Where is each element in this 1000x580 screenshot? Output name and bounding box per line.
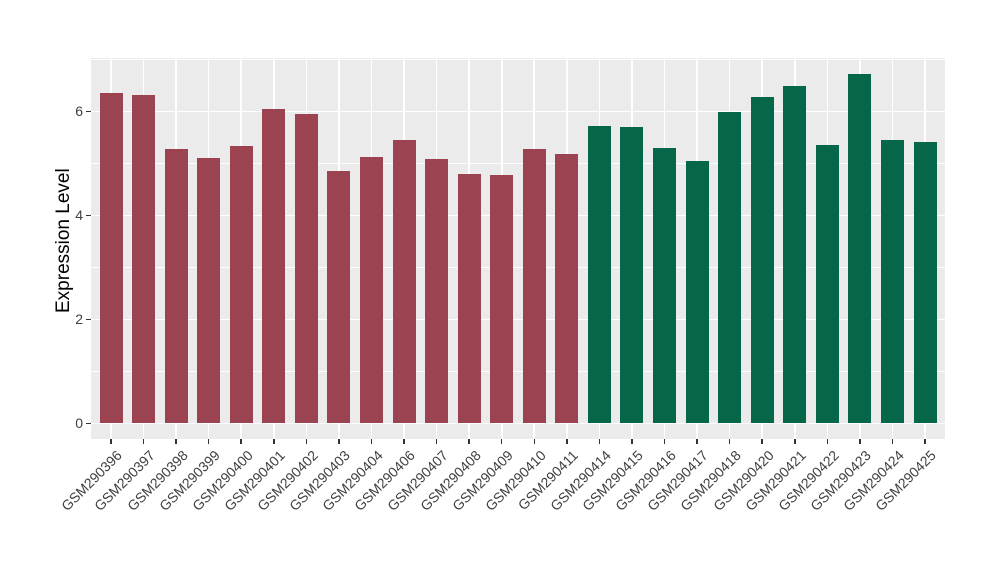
y-tick-mark-6 <box>86 110 91 113</box>
x-tick-mark-GSM290400 <box>240 439 242 444</box>
x-tick-mark-GSM290424 <box>891 439 894 444</box>
bar-GSM290425 <box>913 141 937 424</box>
x-tick-mark-GSM290414 <box>598 439 601 444</box>
bar-GSM290421 <box>783 86 807 424</box>
gridline-major-y4 <box>91 214 945 217</box>
x-tick-mark-GSM290408 <box>468 439 470 444</box>
bar-GSM290403 <box>327 170 351 424</box>
x-tick-mark-GSM290422 <box>826 439 829 444</box>
x-tick-mark-GSM290401 <box>273 439 275 444</box>
x-tick-mark-GSM290407 <box>435 439 438 444</box>
y-tick-label-6: 6 <box>75 103 83 119</box>
y-tick-label-4: 4 <box>75 207 83 223</box>
x-tick-mark-GSM290415 <box>631 439 633 444</box>
bar-GSM290402 <box>294 114 318 424</box>
bar-GSM290396 <box>99 93 123 424</box>
bar-GSM290410 <box>522 149 546 424</box>
gridline-minor-y5 <box>91 163 945 164</box>
bar-GSM290414 <box>587 125 611 424</box>
x-tick-mark-GSM290416 <box>663 439 666 444</box>
x-tick-mark-GSM290396 <box>110 439 112 444</box>
bar-GSM290418 <box>718 112 742 424</box>
y-tick-mark-0 <box>86 422 91 425</box>
bar-GSM290424 <box>880 140 904 424</box>
x-tick-mark-GSM290398 <box>175 439 177 444</box>
plot-panel <box>91 58 945 439</box>
x-tick-mark-GSM290406 <box>403 439 405 444</box>
gridline-major-y0 <box>91 422 945 425</box>
bar-GSM290423 <box>848 74 872 424</box>
bar-GSM290411 <box>555 154 579 424</box>
y-tick-label-2: 2 <box>75 311 83 327</box>
gridline-minor-y1 <box>91 371 945 372</box>
bar-GSM290401 <box>262 108 286 424</box>
bar-GSM290417 <box>685 160 709 424</box>
bar-GSM290420 <box>750 97 774 424</box>
gridline-minor-y3 <box>91 267 945 268</box>
x-tick-mark-GSM290404 <box>370 439 373 444</box>
y-axis-title: Expression Level <box>53 168 74 313</box>
bar-GSM290398 <box>164 148 188 424</box>
gridline-minor-y7 <box>91 59 945 60</box>
bar-GSM290400 <box>229 146 253 424</box>
bar-GSM290408 <box>457 174 481 424</box>
bar-GSM290422 <box>815 144 839 424</box>
bar-GSM290415 <box>620 127 644 424</box>
bar-GSM290406 <box>392 140 416 424</box>
x-tick-mark-GSM290421 <box>794 439 796 444</box>
bar-GSM290399 <box>197 158 221 424</box>
bar-GSM290416 <box>653 148 677 424</box>
bar-GSM290409 <box>490 175 514 424</box>
x-tick-mark-GSM290411 <box>566 439 568 444</box>
x-tick-mark-GSM290420 <box>761 439 763 444</box>
x-tick-mark-GSM290403 <box>338 439 340 444</box>
x-tick-mark-GSM290410 <box>533 439 536 444</box>
x-tick-mark-GSM290399 <box>207 439 210 444</box>
x-tick-mark-GSM290417 <box>696 439 698 444</box>
x-tick-mark-GSM290418 <box>728 439 731 444</box>
x-tick-mark-GSM290423 <box>859 439 861 444</box>
bar-GSM290397 <box>132 95 156 424</box>
y-tick-mark-2 <box>86 318 91 321</box>
x-tick-mark-GSM290425 <box>924 439 926 444</box>
x-tick-mark-GSM290397 <box>142 439 145 444</box>
y-tick-label-0: 0 <box>75 415 83 431</box>
x-tick-mark-GSM290409 <box>500 439 503 444</box>
gridline-major-y6 <box>91 110 945 113</box>
bar-GSM290404 <box>359 156 383 424</box>
bar-GSM290407 <box>425 159 449 424</box>
x-tick-mark-GSM290402 <box>305 439 308 444</box>
y-tick-mark-4 <box>86 214 91 217</box>
gridline-major-y2 <box>91 318 945 321</box>
